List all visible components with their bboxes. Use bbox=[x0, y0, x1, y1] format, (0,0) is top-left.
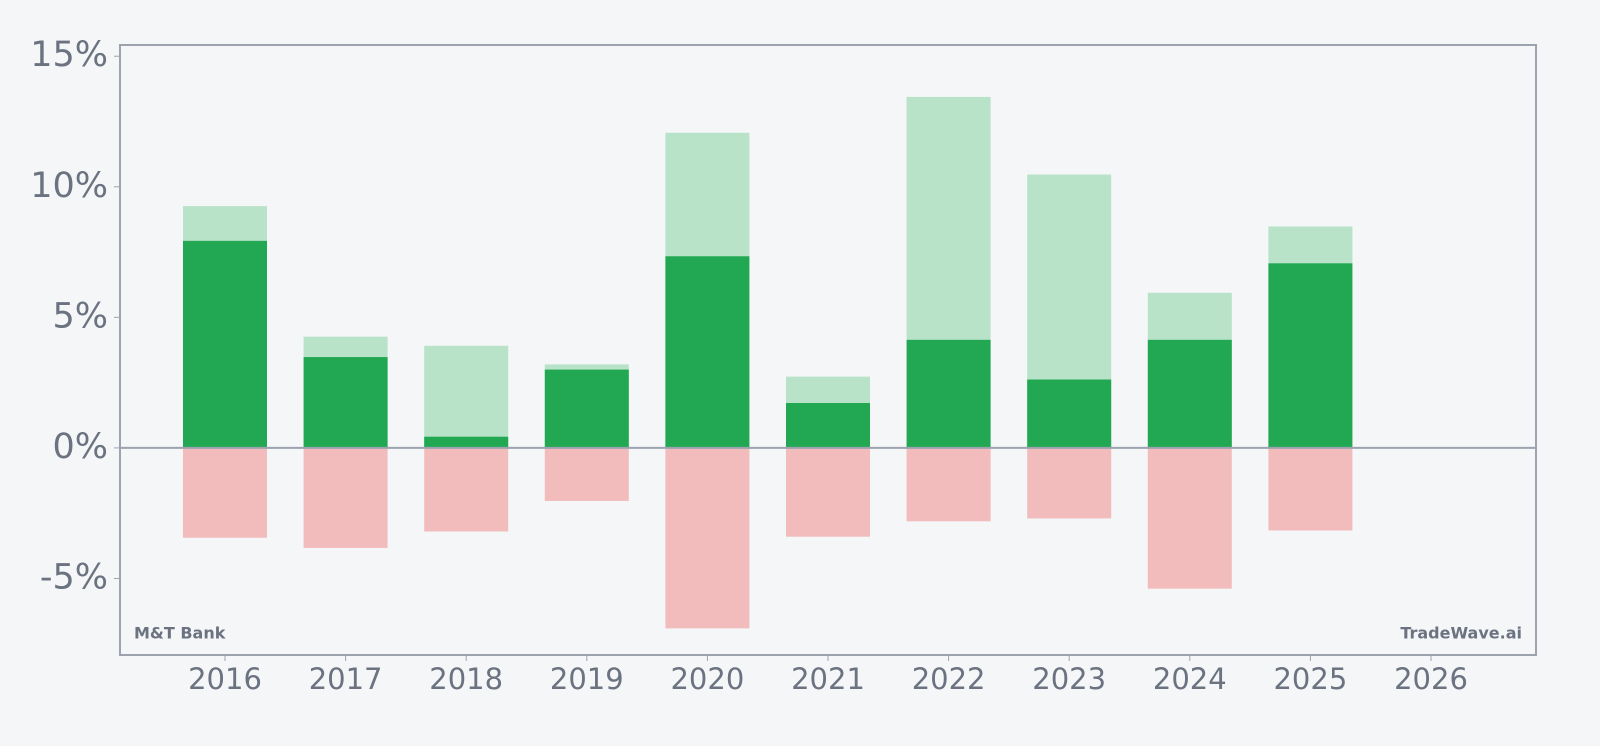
bar bbox=[303, 447, 388, 548]
bar bbox=[183, 240, 267, 448]
bar bbox=[786, 403, 870, 448]
plot-frame bbox=[119, 44, 1537, 656]
bar bbox=[303, 357, 388, 448]
company-label: M&T Bank bbox=[134, 624, 226, 643]
x-tick-label: 2022 bbox=[912, 662, 986, 696]
x-tick-label: 2023 bbox=[1032, 662, 1106, 696]
bar bbox=[424, 436, 509, 448]
bar bbox=[183, 447, 267, 538]
x-tick-label: 2016 bbox=[188, 662, 262, 696]
y-tick-label: 10% bbox=[30, 166, 108, 206]
bar bbox=[1027, 379, 1112, 448]
bar bbox=[665, 447, 750, 629]
x-tick-label: 2020 bbox=[670, 662, 744, 696]
bar bbox=[1147, 447, 1232, 589]
bar bbox=[1268, 447, 1353, 531]
bar bbox=[544, 369, 629, 448]
x-tick-label: 2021 bbox=[791, 662, 865, 696]
bar bbox=[424, 447, 509, 532]
bar bbox=[1027, 447, 1112, 519]
y-tick-label: 15% bbox=[30, 35, 108, 75]
y-tick-label: -5% bbox=[40, 557, 108, 597]
x-tick-label: 2017 bbox=[309, 662, 383, 696]
brand-label: TradeWave.ai bbox=[1400, 624, 1522, 643]
bar bbox=[906, 339, 991, 448]
x-tick-label: 2025 bbox=[1273, 662, 1347, 696]
x-tick-label: 2019 bbox=[550, 662, 624, 696]
x-tick-label: 2018 bbox=[429, 662, 503, 696]
bar bbox=[1268, 263, 1353, 448]
x-tick-label: 2026 bbox=[1394, 662, 1468, 696]
x-tick-label: 2024 bbox=[1153, 662, 1227, 696]
y-tick-label: 5% bbox=[52, 296, 108, 336]
y-tick-label: 0% bbox=[52, 427, 108, 467]
bar bbox=[786, 447, 870, 537]
bar bbox=[665, 256, 750, 448]
plot-area: -5% 0% 5% 10% 15% 2016 2017 2018 2019 2020 2021 202… bbox=[30, 35, 1536, 696]
bar bbox=[1147, 339, 1232, 448]
bar bbox=[906, 447, 991, 522]
bar bbox=[424, 345, 509, 448]
bar bbox=[544, 447, 629, 501]
